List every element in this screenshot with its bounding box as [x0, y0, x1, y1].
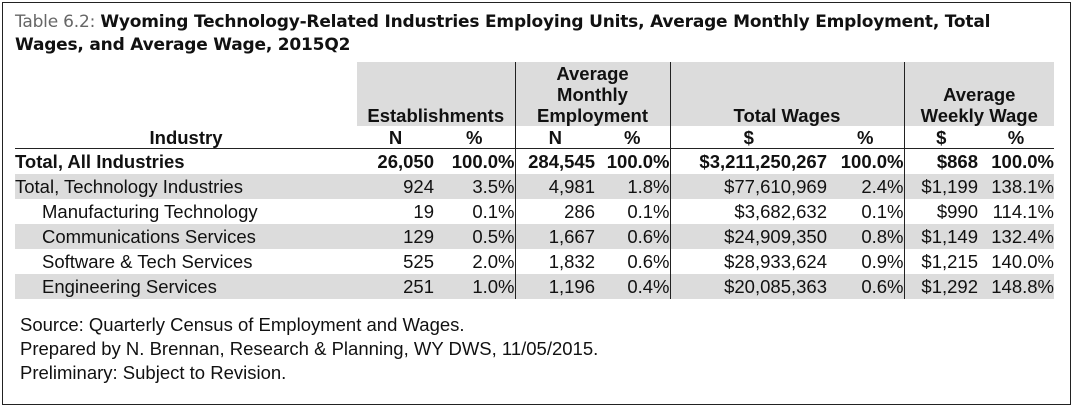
row-weekly-pct: 140.0%	[991, 250, 1054, 272]
row-wages: $28,933,624	[669, 248, 827, 274]
row-est-n: 924	[357, 173, 434, 199]
header-wages-dollar: $	[669, 126, 827, 149]
header-emp-pct: %	[595, 126, 670, 149]
table-number: Table 6.2:	[15, 12, 101, 32]
row-emp-pct: 0.4%	[595, 273, 670, 299]
row-weekly: $1,292	[903, 273, 978, 299]
header-employment-line1: Average	[556, 63, 629, 84]
row-emp-pct: 1.8%	[595, 173, 670, 199]
row-industry: Communications Services	[15, 223, 357, 249]
row-est-pct: 0.1%	[472, 200, 515, 222]
row-weekly-pct: 148.8%	[978, 273, 1054, 299]
table-row-total-tech: Total, Technology Industries 924 3.5% 4,…	[15, 173, 1054, 199]
header-weekly-wage-line2: Weekly Wage	[920, 105, 1038, 126]
row-est-pct: 3.5%	[434, 173, 515, 199]
row-emp-n: 1,832	[514, 248, 595, 274]
row-emp-pct: 0.6%	[627, 250, 670, 272]
row-industry: Manufacturing Technology	[42, 200, 258, 222]
row-industry: Total, All Industries	[15, 150, 185, 172]
header-weekly-wage-line1: Average	[943, 84, 1016, 105]
row-emp-n: 1,196	[514, 273, 595, 299]
row-wages: $3,682,632	[669, 198, 827, 224]
row-weekly-pct: 114.1%	[992, 200, 1054, 222]
row-emp-n: 4,981	[514, 173, 595, 199]
row-weekly: $1,199	[903, 173, 978, 199]
row-wages-pct: 0.6%	[827, 273, 904, 299]
row-wages-pct: 100.0%	[840, 150, 904, 172]
row-industry: Engineering Services	[15, 273, 357, 299]
row-emp-n: 286	[514, 198, 595, 224]
header-employment-line2: Monthly	[557, 84, 628, 105]
header-est-pct: %	[434, 126, 515, 149]
preliminary-note: Preliminary: Subject to Revision.	[20, 362, 287, 383]
data-table: Establishments Average Monthly Employmen…	[15, 62, 1054, 299]
row-est-n: 26,050	[377, 150, 434, 172]
table-frame: Table 6.2: Wyoming Technology-Related In…	[2, 2, 1071, 405]
row-wages: $3,211,250,267	[669, 148, 827, 174]
row-weekly-pct: 100.0%	[991, 150, 1054, 172]
source-note: Source: Quarterly Census of Employment a…	[20, 314, 465, 335]
header-industry: Industry	[15, 126, 357, 149]
row-emp-n: 1,667	[514, 223, 595, 249]
row-wages: $20,085,363	[669, 273, 827, 299]
row-wages-pct: 0.9%	[861, 250, 904, 272]
table-notes: Source: Quarterly Census of Employment a…	[20, 313, 598, 385]
row-est-pct: 1.0%	[434, 273, 515, 299]
header-emp-n: N	[514, 126, 595, 149]
row-industry: Software & Tech Services	[42, 250, 253, 272]
row-est-pct: 0.5%	[434, 223, 515, 249]
header-est-n: N	[357, 126, 434, 149]
row-est-pct: 100.0%	[451, 150, 515, 172]
prepared-note: Prepared by N. Brennan, Research & Plann…	[20, 338, 599, 359]
header-wages-pct: %	[827, 126, 904, 149]
row-weekly-pct: 132.4%	[978, 223, 1054, 249]
table-row-communications: Communications Services 129 0.5% 1,667 0…	[15, 223, 1054, 249]
row-weekly: $990	[903, 198, 978, 224]
table-row-engineering: Engineering Services 251 1.0% 1,196 0.4%…	[15, 273, 1054, 299]
row-est-n: 129	[357, 223, 434, 249]
row-wages: $24,909,350	[669, 223, 827, 249]
row-emp-n: 284,545	[514, 148, 595, 174]
row-est-n: 19	[413, 200, 434, 222]
header-weekly-wage: Average Weekly Wage	[903, 62, 1054, 126]
header-employment: Average Monthly Employment	[514, 62, 670, 126]
row-est-pct: 2.0%	[472, 250, 515, 272]
header-weekly-dollar: $	[903, 126, 978, 149]
row-est-n: 251	[357, 273, 434, 299]
table-row-total-all: Total, All Industries 26,050 100.0% 284,…	[15, 148, 1054, 174]
header-blank	[15, 62, 357, 126]
row-emp-pct: 0.6%	[595, 223, 670, 249]
table-title: Table 6.2: Wyoming Technology-Related In…	[15, 11, 1055, 57]
row-weekly: $868	[903, 148, 978, 174]
row-est-n: 525	[403, 250, 434, 272]
row-industry: Total, Technology Industries	[15, 173, 357, 199]
table-title-text: Wyoming Technology-Related Industries Em…	[15, 12, 991, 55]
row-weekly-pct: 138.1%	[978, 173, 1054, 199]
header-total-wages: Total Wages	[669, 62, 904, 126]
row-wages-pct: 0.1%	[861, 200, 904, 222]
header-employment-line3: Employment	[536, 105, 649, 126]
row-wages-pct: 0.8%	[827, 223, 904, 249]
table-row-manufacturing: Manufacturing Technology 19 0.1% 286 0.1…	[15, 198, 1054, 224]
row-emp-pct: 0.1%	[627, 200, 670, 222]
row-weekly: $1,215	[903, 248, 978, 274]
header-weekly-pct: %	[978, 126, 1054, 149]
header-establishments: Establishments	[357, 62, 515, 126]
row-wages: $77,610,969	[669, 173, 827, 199]
row-wages-pct: 2.4%	[827, 173, 904, 199]
table-row-software: Software & Tech Services 525 2.0% 1,832 …	[15, 248, 1054, 274]
row-weekly: $1,149	[903, 223, 978, 249]
row-emp-pct: 100.0%	[606, 150, 670, 172]
